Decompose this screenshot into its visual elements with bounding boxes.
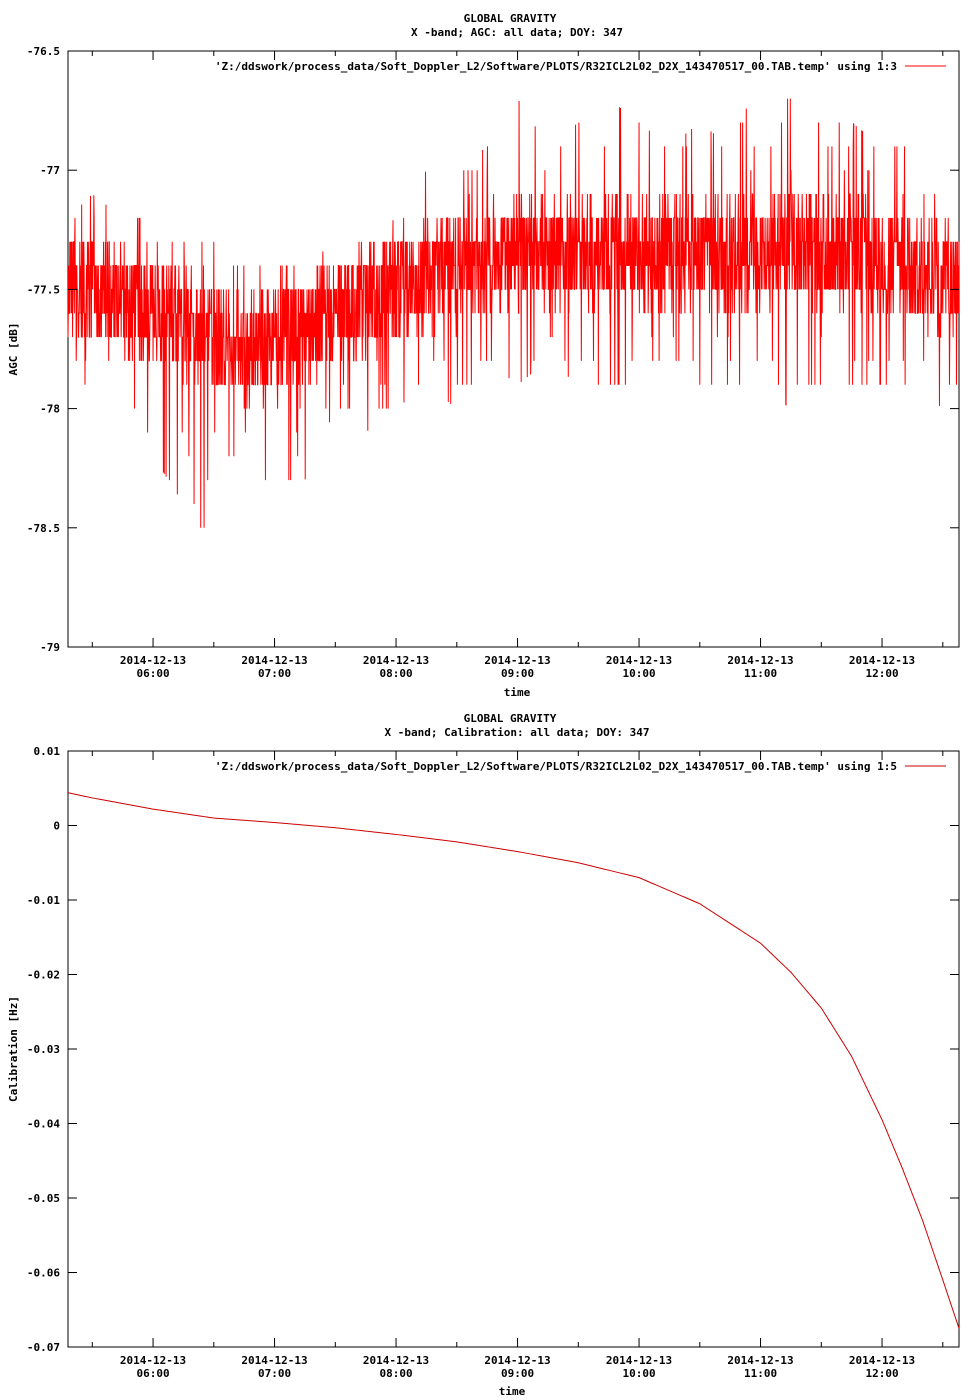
x-tick-date-label: 2014-12-13	[363, 654, 429, 667]
y-tick-label: 0	[53, 820, 60, 833]
y-tick-label: -79	[40, 641, 60, 654]
x-tick-time-label: 11:00	[744, 1367, 777, 1380]
y-tick-label: -0.02	[27, 969, 60, 982]
x-axis-label: time	[504, 686, 531, 699]
plot-frame	[67, 50, 960, 648]
x-tick-date-label: 2014-12-13	[606, 1354, 672, 1367]
y-tick-label: -0.05	[27, 1192, 60, 1205]
x-tick-time-label: 10:00	[622, 1367, 655, 1380]
y-tick-label: -78	[40, 403, 60, 416]
x-tick-date-label: 2014-12-13	[120, 654, 186, 667]
x-tick-time-label: 12:00	[865, 1367, 898, 1380]
y-axis-label: AGC [dB]	[7, 323, 20, 376]
series-layer	[67, 792, 960, 1329]
y-tick-label: -77.5	[27, 283, 60, 296]
x-tick-time-label: 06:00	[136, 1367, 169, 1380]
legend-entry-label: 'Z:/ddswork/process_data/Soft_Doppler_L2…	[215, 760, 897, 773]
y-tick-label: -0.07	[27, 1341, 60, 1354]
x-tick-date-label: 2014-12-13	[849, 1354, 915, 1367]
chart-title: GLOBAL GRAVITY	[464, 712, 557, 725]
x-ticks: 2014-12-1306:002014-12-1307:002014-12-13…	[91, 51, 944, 680]
y-axis-label: Calibration [Hz]	[7, 996, 20, 1102]
legend-entry-label: 'Z:/ddswork/process_data/Soft_Doppler_L2…	[215, 60, 897, 73]
x-tick-time-label: 12:00	[865, 667, 898, 680]
x-tick-time-label: 08:00	[379, 667, 412, 680]
x-tick-time-label: 09:00	[501, 1367, 534, 1380]
series-line	[67, 792, 960, 1329]
x-tick-time-label: 11:00	[744, 667, 777, 680]
y-ticks: -76.5 -77 -77.5 -78 -78.5 -79	[27, 45, 959, 654]
y-tick-label: -0.01	[27, 894, 60, 907]
y-tick-label: -0.03	[27, 1043, 60, 1056]
legend: 'Z:/ddswork/process_data/Soft_Doppler_L2…	[215, 60, 946, 73]
chart-subtitle: X -band; AGC: all data; DOY: 347	[411, 26, 623, 39]
legend: 'Z:/ddswork/process_data/Soft_Doppler_L2…	[215, 760, 946, 773]
y-tick-label: 0.01	[34, 745, 61, 758]
x-tick-date-label: 2014-12-13	[120, 1354, 186, 1367]
chart-subtitle: X -band; Calibration: all data; DOY: 347	[385, 726, 650, 739]
series-line	[67, 98, 960, 528]
y-ticks: 0.01 0 -0.01 -0.02 -0.03 -0.04 -0.05 -0.06 -0.07	[27, 745, 959, 1354]
x-axis-label: time	[499, 1385, 526, 1398]
y-tick-label: -78.5	[27, 522, 60, 535]
y-tick-label: -0.06	[27, 1267, 60, 1280]
agc-chart: GLOBAL GRAVITY X -band; AGC: all data; D…	[7, 12, 960, 699]
x-ticks: 2014-12-1306:002014-12-1307:002014-12-13…	[91, 751, 944, 1380]
x-tick-date-label: 2014-12-13	[727, 1354, 793, 1367]
series-layer	[67, 98, 960, 528]
x-tick-date-label: 2014-12-13	[241, 654, 307, 667]
x-tick-date-label: 2014-12-13	[727, 654, 793, 667]
y-tick-label: -77	[40, 164, 60, 177]
x-tick-date-label: 2014-12-13	[484, 654, 550, 667]
x-tick-time-label: 07:00	[258, 667, 291, 680]
x-tick-date-label: 2014-12-13	[606, 654, 672, 667]
x-tick-date-label: 2014-12-13	[363, 1354, 429, 1367]
calibration-chart: GLOBAL GRAVITY X -band; Calibration: all…	[7, 712, 960, 1398]
y-tick-label: -76.5	[27, 45, 60, 58]
x-tick-date-label: 2014-12-13	[849, 654, 915, 667]
plot-frame	[67, 750, 960, 1348]
chart-title: GLOBAL GRAVITY	[464, 12, 557, 25]
y-tick-label: -0.04	[27, 1118, 60, 1131]
x-tick-time-label: 09:00	[501, 667, 534, 680]
x-tick-date-label: 2014-12-13	[241, 1354, 307, 1367]
x-tick-time-label: 06:00	[136, 667, 169, 680]
x-tick-time-label: 07:00	[258, 1367, 291, 1380]
x-tick-time-label: 08:00	[379, 1367, 412, 1380]
x-tick-time-label: 10:00	[622, 667, 655, 680]
x-tick-date-label: 2014-12-13	[484, 1354, 550, 1367]
